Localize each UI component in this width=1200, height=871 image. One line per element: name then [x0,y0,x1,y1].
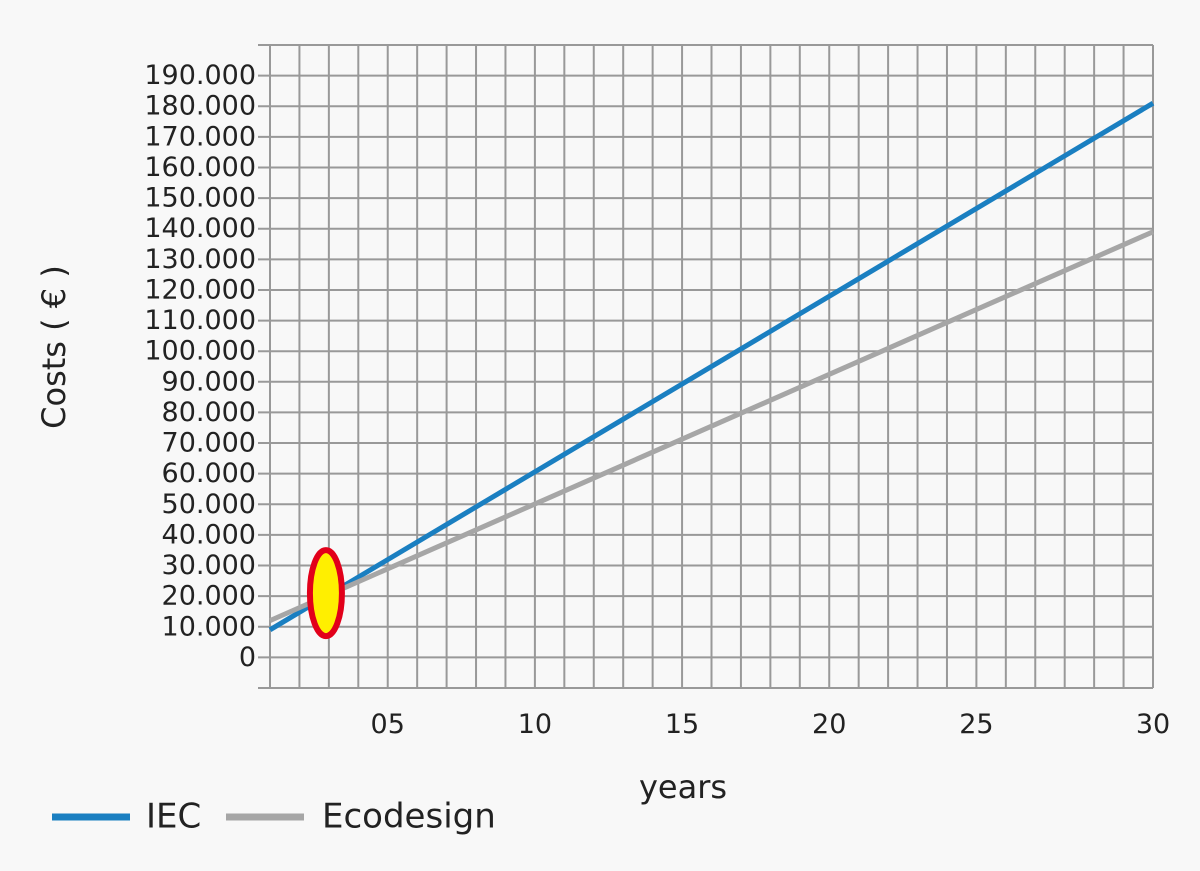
y-tick-label: 110.000 [144,305,256,336]
y-tick-labels: 010.00020.00030.00040.00050.00060.00070.… [144,60,256,673]
series-line-ecodesign [268,229,1155,623]
y-tick-label: 70.000 [162,428,256,459]
y-tick-label: 130.000 [144,244,256,275]
legend-label-ecodesign: Ecodesign [322,797,496,837]
y-tick-label: 170.000 [144,121,256,152]
legend: IEC Ecodesign [52,797,496,837]
y-tick-label: 20.000 [162,581,256,612]
x-tick-label: 05 [371,709,405,740]
series-line-iec [268,101,1155,632]
y-tick-label: 190.000 [144,60,256,91]
y-tick-label: 40.000 [162,519,256,550]
y-tick-label: 150.000 [144,183,256,214]
x-tick-label: 25 [959,709,993,740]
y-tick-label: 50.000 [162,489,256,520]
x-tick-label: 30 [1136,709,1170,740]
series-lines [268,101,1155,632]
y-tick-label: 120.000 [144,274,256,305]
y-tick-label: 100.000 [144,336,256,367]
x-tick-label: 15 [665,709,699,740]
y-tick-label: 140.000 [144,213,256,244]
annotation-marker [306,547,345,640]
x-tick-label: 10 [518,709,552,740]
y-tick-label: 0 [239,642,256,673]
grid [258,44,1154,689]
x-axis-title: years [639,768,727,806]
legend-label-iec: IEC [146,797,201,837]
highlight-ellipse [306,547,345,640]
y-tick-label: 80.000 [162,397,256,428]
y-tick-label: 10.000 [162,611,256,642]
x-tick-labels: 05 10 15 20 25 30 [371,709,1171,740]
y-tick-label: 60.000 [162,458,256,489]
y-tick-label: 180.000 [144,91,256,122]
y-tick-label: 90.000 [162,366,256,397]
y-tick-label: 30.000 [162,550,256,581]
y-axis-title: Costs ( € ) [35,265,73,429]
x-tick-label: 20 [812,709,846,740]
y-tick-label: 160.000 [144,152,256,183]
